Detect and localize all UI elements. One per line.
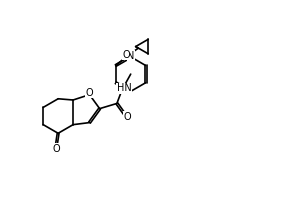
Text: O: O: [122, 50, 130, 60]
Text: O: O: [52, 144, 60, 154]
Text: HN: HN: [117, 83, 131, 93]
Text: O: O: [86, 88, 93, 98]
Text: O: O: [123, 112, 131, 122]
Text: N: N: [127, 51, 134, 61]
